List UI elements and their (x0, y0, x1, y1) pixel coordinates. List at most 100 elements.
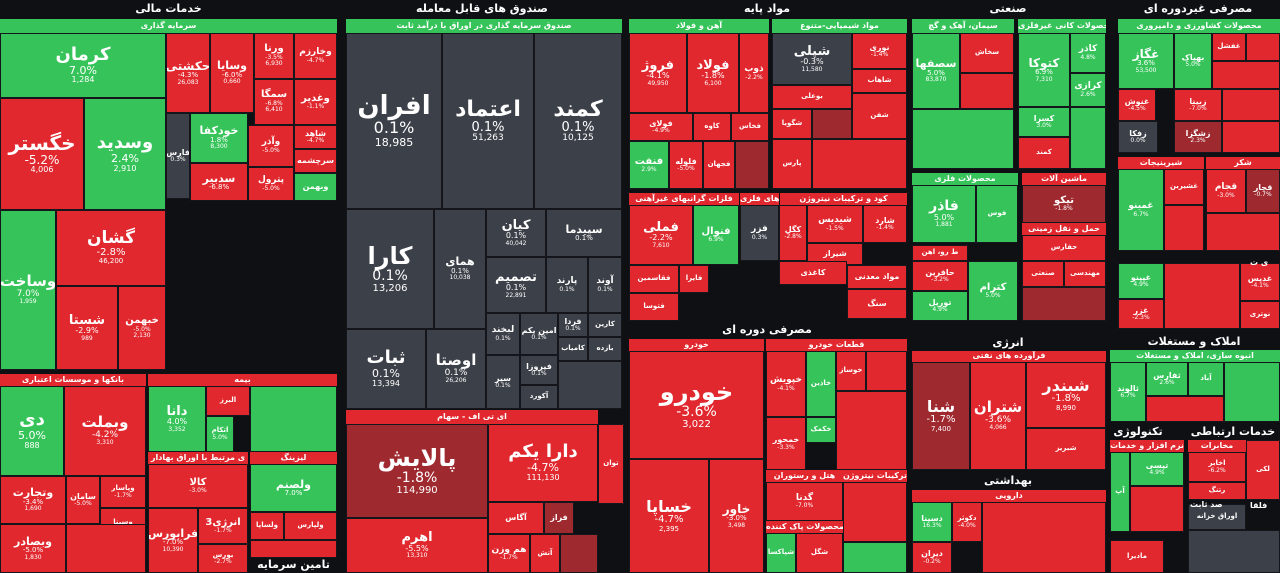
stock-tile[interactable]: شپاکسا (766, 533, 796, 573)
stock-tile[interactable]: سدبیر -6.8% (190, 163, 248, 201)
stock-tile[interactable]: قجام -3.0% (1206, 169, 1246, 213)
stock-tile[interactable]: غفشل (1212, 33, 1246, 61)
stock-tile[interactable]: رتنگ (1188, 482, 1246, 500)
stock-tile[interactable]: شگویا (772, 109, 812, 139)
stock-tile[interactable]: فنفت 2.9% (629, 141, 669, 189)
stock-tile[interactable]: شیدیس -1.5% (807, 205, 863, 243)
stock-tile[interactable]: افران 0.1% 18,985 (346, 33, 442, 209)
stock-tile[interactable]: سخاش (960, 33, 1014, 73)
stock-tile[interactable] (912, 109, 1014, 169)
stock-tile[interactable]: گشان -2.8% 46,200 (56, 210, 166, 286)
stock-tile[interactable]: حافرین -3.2% (912, 261, 968, 291)
stock-tile[interactable]: حفارس (1022, 235, 1106, 261)
stock-tile[interactable]: کیان 0.1% 40,042 (486, 209, 546, 257)
stock-tile[interactable]: دیران -0.2% (912, 542, 952, 573)
stock-tile[interactable]: کاوه (693, 113, 731, 141)
stock-tile[interactable]: وتجارت -3.4% 1,690 (0, 476, 66, 524)
stock-tile[interactable]: فلوله -5.0% (669, 141, 703, 189)
stock-tile[interactable]: ثبات 0.1% 13,394 (346, 329, 426, 409)
stock-tile[interactable] (843, 482, 907, 542)
stock-tile[interactable]: سمگا -6.8% 6,410 (254, 79, 294, 125)
stock-tile[interactable] (1188, 530, 1280, 573)
stock-tile[interactable]: خمحور -3.3% (766, 417, 806, 470)
stock-tile[interactable]: غگاز 3.6% 53,500 (1118, 33, 1174, 89)
stock-tile[interactable]: انرژی3 -1.7% (198, 508, 248, 544)
stock-tile[interactable]: ماديرا (1110, 540, 1164, 573)
stock-tile[interactable] (250, 386, 337, 452)
stock-tile[interactable] (1206, 213, 1280, 251)
stock-tile[interactable]: سرچشمه (294, 149, 337, 173)
stock-tile[interactable]: ذوب -2.2% (739, 33, 769, 113)
stock-tile[interactable]: آباد (1188, 362, 1224, 396)
stock-tile[interactable]: خپویش -4.1% (766, 351, 806, 417)
stock-tile[interactable] (735, 141, 769, 189)
stock-tile[interactable]: سپیدما 0.1% (546, 209, 622, 257)
stock-tile[interactable]: شتران -3.6% 4,066 (970, 362, 1026, 470)
stock-tile[interactable]: بازده (588, 337, 622, 361)
stock-tile[interactable] (1224, 362, 1280, 422)
stock-tile[interactable]: کتوکا 6.9% 7,310 (1018, 33, 1070, 107)
stock-tile[interactable]: وسایا -6.0% 0,660 (210, 33, 254, 113)
stock-tile[interactable]: فزر 0.3% (740, 205, 779, 261)
stock-tile[interactable]: گدنا -7.0% (766, 482, 843, 521)
stock-tile[interactable]: شبندر -1.8% 8,990 (1026, 362, 1106, 428)
stock-tile[interactable] (558, 361, 622, 409)
stock-tile[interactable]: خگستر -5.2% 4,006 (0, 98, 84, 210)
stock-tile[interactable]: دانا 4.0% 3,352 (148, 386, 206, 452)
stock-tile[interactable]: آپ (1110, 452, 1130, 532)
stock-tile[interactable]: غزر -2.3% (1118, 299, 1164, 329)
stock-tile[interactable]: زبینا -7.0% (1174, 89, 1222, 121)
stock-tile[interactable] (1164, 263, 1240, 329)
stock-tile[interactable]: پالایش -1.8% 114,990 (346, 424, 488, 518)
stock-tile[interactable]: فرابورس -7.0% 10,390 (148, 508, 198, 573)
stock-tile[interactable]: کسرا 3.0% (1018, 107, 1070, 137)
stock-tile[interactable]: تیکو -1.8% (1022, 185, 1106, 223)
stock-tile[interactable]: وپاسار -1.7% (100, 476, 146, 508)
stock-tile[interactable]: فنوال 6.9% (693, 205, 739, 265)
stock-tile[interactable]: وبملت -4.2% 3,310 (64, 386, 146, 476)
stock-tile[interactable]: فیروزا 0.1% (520, 355, 558, 385)
stock-tile[interactable] (812, 139, 907, 189)
stock-tile[interactable]: کارین (588, 313, 622, 337)
stock-tile[interactable]: وبهمن (294, 173, 337, 201)
stock-tile[interactable]: فقاسمین (629, 265, 679, 293)
stock-tile[interactable]: اخابر -6.2% (1188, 452, 1246, 482)
stock-tile[interactable]: هم وزن -1.7% (488, 534, 530, 573)
stock-tile[interactable]: ولصنم 7.0% (250, 464, 337, 512)
stock-tile[interactable]: فولای -4.9% (629, 113, 693, 141)
stock-tile[interactable]: دسینا 16.3% (912, 502, 952, 542)
stock-tile[interactable] (1222, 89, 1280, 121)
stock-tile[interactable]: فوس (976, 185, 1018, 243)
stock-tile[interactable] (560, 534, 598, 573)
stock-tile[interactable]: آتش (530, 534, 560, 573)
stock-tile[interactable]: ثفارس 2.6% (1146, 362, 1188, 396)
stock-tile[interactable]: حکشتی -4.3% 26,083 (166, 33, 210, 113)
stock-tile[interactable] (960, 73, 1014, 109)
stock-tile[interactable] (836, 391, 907, 470)
stock-tile[interactable]: وساخت 7.0% 1,959 (0, 210, 56, 370)
stock-tile[interactable]: فولاد -1.8% 6,100 (687, 33, 739, 113)
stock-tile[interactable]: پارس (772, 139, 812, 189)
stock-tile[interactable]: فراز (544, 502, 574, 534)
stock-tile[interactable]: امین یکم 0.1% (520, 313, 558, 355)
stock-tile[interactable]: تورپل 4.9% (912, 291, 968, 321)
stock-tile[interactable]: اعتماد 0.1% 51,263 (442, 33, 534, 209)
stock-tile[interactable] (1130, 486, 1184, 532)
stock-tile[interactable]: پارند 0.1% (546, 257, 588, 313)
stock-tile[interactable]: ط رو، اهن (912, 245, 968, 261)
stock-tile[interactable]: ثالوند 6.7% (1110, 362, 1146, 422)
stock-tile[interactable]: همای 0.1% 10,038 (434, 209, 486, 329)
stock-tile[interactable]: فایرا (679, 265, 709, 293)
stock-tile[interactable]: ولساپا (250, 512, 284, 540)
stock-tile[interactable]: دارا یکم -4.7% 111,130 (488, 424, 598, 502)
stock-tile[interactable] (1246, 33, 1280, 61)
stock-tile[interactable] (812, 109, 852, 139)
stock-tile[interactable]: زفکا 0.0% (1118, 121, 1158, 153)
stock-tile[interactable]: وآذر -5.0% (248, 125, 294, 167)
stock-tile[interactable]: ورنا -3.5% 6,930 (254, 33, 294, 79)
stock-tile[interactable] (843, 542, 907, 573)
stock-tile[interactable]: مهندسی (1064, 261, 1106, 287)
stock-tile[interactable]: نوری -1.4% (852, 33, 907, 69)
stock-tile[interactable]: مواد معدنی (847, 265, 907, 289)
stock-tile[interactable]: غپینو 4.9% (1118, 263, 1164, 299)
